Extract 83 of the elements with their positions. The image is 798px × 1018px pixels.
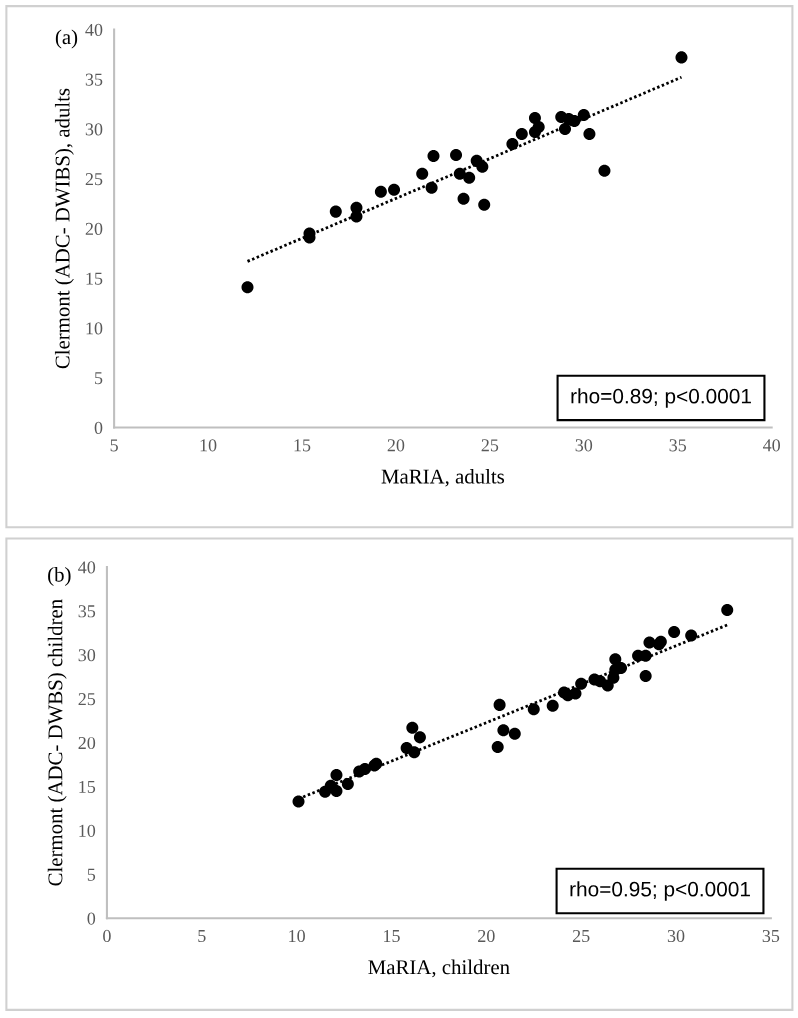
point [427,149,440,162]
chart-title: (b) [48,567,71,586]
annotation: rho=0.95; p<0.0001 [570,881,750,901]
point [374,185,387,198]
point [425,181,438,194]
point [478,198,491,211]
point [341,777,354,790]
y-tick-label: 40 [78,561,96,574]
point [491,741,504,754]
x-tick-label: 15 [294,439,311,452]
point [508,727,521,740]
point [668,625,681,639]
y-tick-label: 15 [86,272,103,285]
point [457,192,470,205]
point [721,604,734,617]
x-axis-title: MaRIA, adults [381,468,505,487]
x-tick-label: 30 [667,929,685,943]
x-tick-label: 30 [575,439,593,452]
y-axis-title: Clermont (ADC- DWIBS), adults [54,88,74,369]
point [598,164,611,177]
point [358,762,371,775]
point [546,699,559,712]
point [450,148,463,161]
point [583,127,596,141]
annotation: rho=0.89; p<0.0001 [571,388,751,408]
x-tick-label: 10 [200,439,217,452]
point [515,127,528,141]
x-tick-label: 20 [478,929,495,943]
y-tick-label: 10 [79,824,96,837]
x-tick-label: 25 [481,439,499,452]
point [241,281,254,294]
x-tick-label: 5 [198,930,206,943]
point [532,121,545,134]
x-tick-label: 40 [762,439,781,452]
y-tick-label: 35 [85,73,103,86]
point [476,160,489,173]
point [330,769,343,782]
point [528,112,541,125]
point [569,687,582,700]
x-tick-label: 20 [387,439,405,452]
y-tick-label: 30 [78,649,96,662]
point [497,724,510,737]
y-tick-label: 15 [79,780,96,793]
x-tick-label: 10 [289,929,305,943]
point [577,109,590,122]
y-tick-label: 30 [85,123,103,136]
y-tick-label: 40 [85,23,103,36]
x-tick-label: 25 [572,929,590,943]
point [463,171,476,184]
point [388,183,401,196]
x-tick-label: 5 [110,439,118,452]
y-tick-label: 20 [85,222,103,235]
point [453,167,466,180]
y-tick-label: 0 [87,912,96,925]
point [506,137,519,150]
point [558,123,572,136]
x-tick-label: 35 [762,929,780,943]
point [292,795,305,808]
point [408,746,421,759]
point [675,51,688,64]
y-tick-label: 5 [95,372,103,385]
x-tick-label: 35 [669,439,687,452]
x-tick-label: 15 [384,929,400,943]
point [527,703,540,716]
y-tick-label: 5 [87,868,96,881]
y-tick-label: 10 [86,322,103,335]
point [406,721,419,734]
point [493,698,506,711]
point [329,205,342,218]
point [416,167,429,180]
y-axis-title: Clermont (ADC- DWBS) children [47,599,67,886]
point [413,731,426,744]
y-tick-label: 20 [78,736,96,750]
y-tick-label: 25 [78,693,96,706]
y-tick-label: 0 [94,421,103,434]
point [330,784,343,797]
point [685,629,698,642]
y-tick-label: 35 [78,605,96,618]
chart-title: (a) [55,29,78,49]
point [639,669,652,682]
x-axis-title: MaRIA, children [368,959,510,978]
point [575,677,588,690]
y-tick-label: 25 [85,173,103,186]
